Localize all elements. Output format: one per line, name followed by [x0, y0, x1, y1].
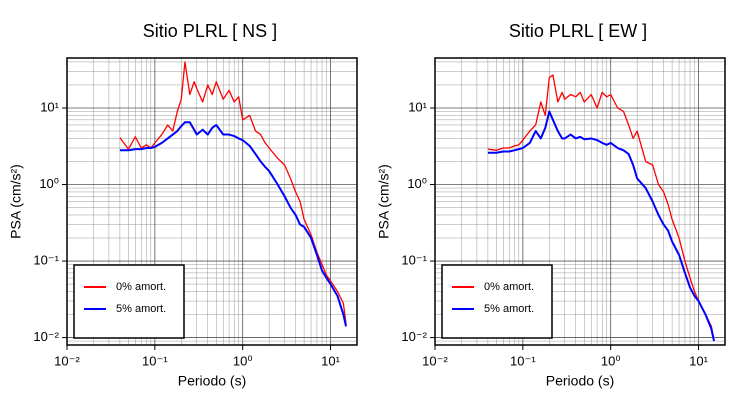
x-tick-label: 10⁻¹ — [142, 353, 168, 368]
chart-title: Sitio PLRL [ EW ] — [509, 21, 647, 41]
legend-box — [441, 264, 553, 339]
legend: 0% amort. 5% amort. — [73, 264, 185, 339]
x-tick-label: 10⁻² — [422, 353, 448, 368]
legend-label: 0% amort. — [116, 281, 166, 293]
legend-label: 0% amort. — [484, 281, 534, 293]
x-axis-label: Periodo (s) — [546, 373, 614, 389]
panel: 10⁻² 10⁻¹ 10⁰ 10¹ 10⁻² 10⁻¹ 10⁰ 10¹ Sitio PLRL [… — [8, 21, 358, 389]
y-tick-label: 10⁻² — [401, 329, 427, 344]
x-tick-label: 10⁰ — [601, 353, 621, 368]
y-tick-label: 10⁻¹ — [33, 252, 59, 267]
x-tick-label: 10⁻¹ — [510, 353, 536, 368]
series-line — [119, 121, 348, 327]
legend-box — [73, 264, 185, 339]
legend-label: 5% amort. — [116, 303, 166, 315]
series-line — [487, 74, 715, 342]
y-tick-label: 10¹ — [408, 99, 427, 114]
y-axis-label: PSA (cm/s²) — [376, 164, 392, 239]
y-tick-label: 10⁻¹ — [401, 252, 427, 267]
x-tick-label: 10⁻² — [54, 353, 80, 368]
legend: 0% amort. 5% amort. — [441, 264, 553, 339]
legend-label: 5% amort. — [484, 303, 534, 315]
panel: 10⁻² 10⁻¹ 10⁰ 10¹ 10⁻² 10⁻¹ 10⁰ 10¹ Sitio PLRL [… — [376, 21, 726, 389]
series-line — [119, 61, 347, 325]
y-tick-label: 10⁻² — [33, 329, 59, 344]
series-line — [487, 110, 716, 342]
y-tick-label: 10⁰ — [407, 176, 427, 191]
y-tick-label: 10¹ — [40, 99, 59, 114]
x-tick-label: 10⁰ — [233, 353, 253, 368]
x-tick-label: 10¹ — [321, 353, 340, 368]
chart-title: Sitio PLRL [ NS ] — [143, 21, 277, 41]
x-tick-label: 10¹ — [689, 353, 708, 368]
plot-frame — [66, 57, 358, 346]
y-tick-label: 10⁰ — [39, 176, 59, 191]
y-axis-label: PSA (cm/s²) — [8, 164, 24, 239]
plot-frame — [434, 57, 726, 346]
x-axis-label: Periodo (s) — [178, 373, 246, 389]
